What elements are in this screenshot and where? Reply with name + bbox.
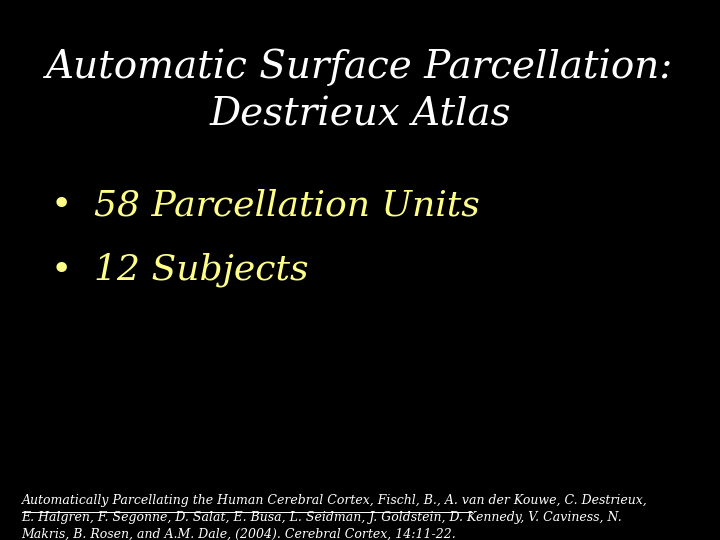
Text: Automatic Surface Parcellation:
Destrieux Atlas: Automatic Surface Parcellation: Destrieu… <box>46 49 674 133</box>
Text: •: • <box>50 253 72 287</box>
Text: 58 Parcellation Units: 58 Parcellation Units <box>94 188 480 222</box>
Text: Automatically Parcellating the Human Cerebral Cortex: Automatically Parcellating the Human Cer… <box>22 494 370 507</box>
Text: 12 Subjects: 12 Subjects <box>94 253 308 287</box>
Text: Automatically Parcellating the Human Cerebral Cortex, Fischl, B., A. van der Kou: Automatically Parcellating the Human Cer… <box>22 494 647 540</box>
Text: •: • <box>50 188 72 222</box>
